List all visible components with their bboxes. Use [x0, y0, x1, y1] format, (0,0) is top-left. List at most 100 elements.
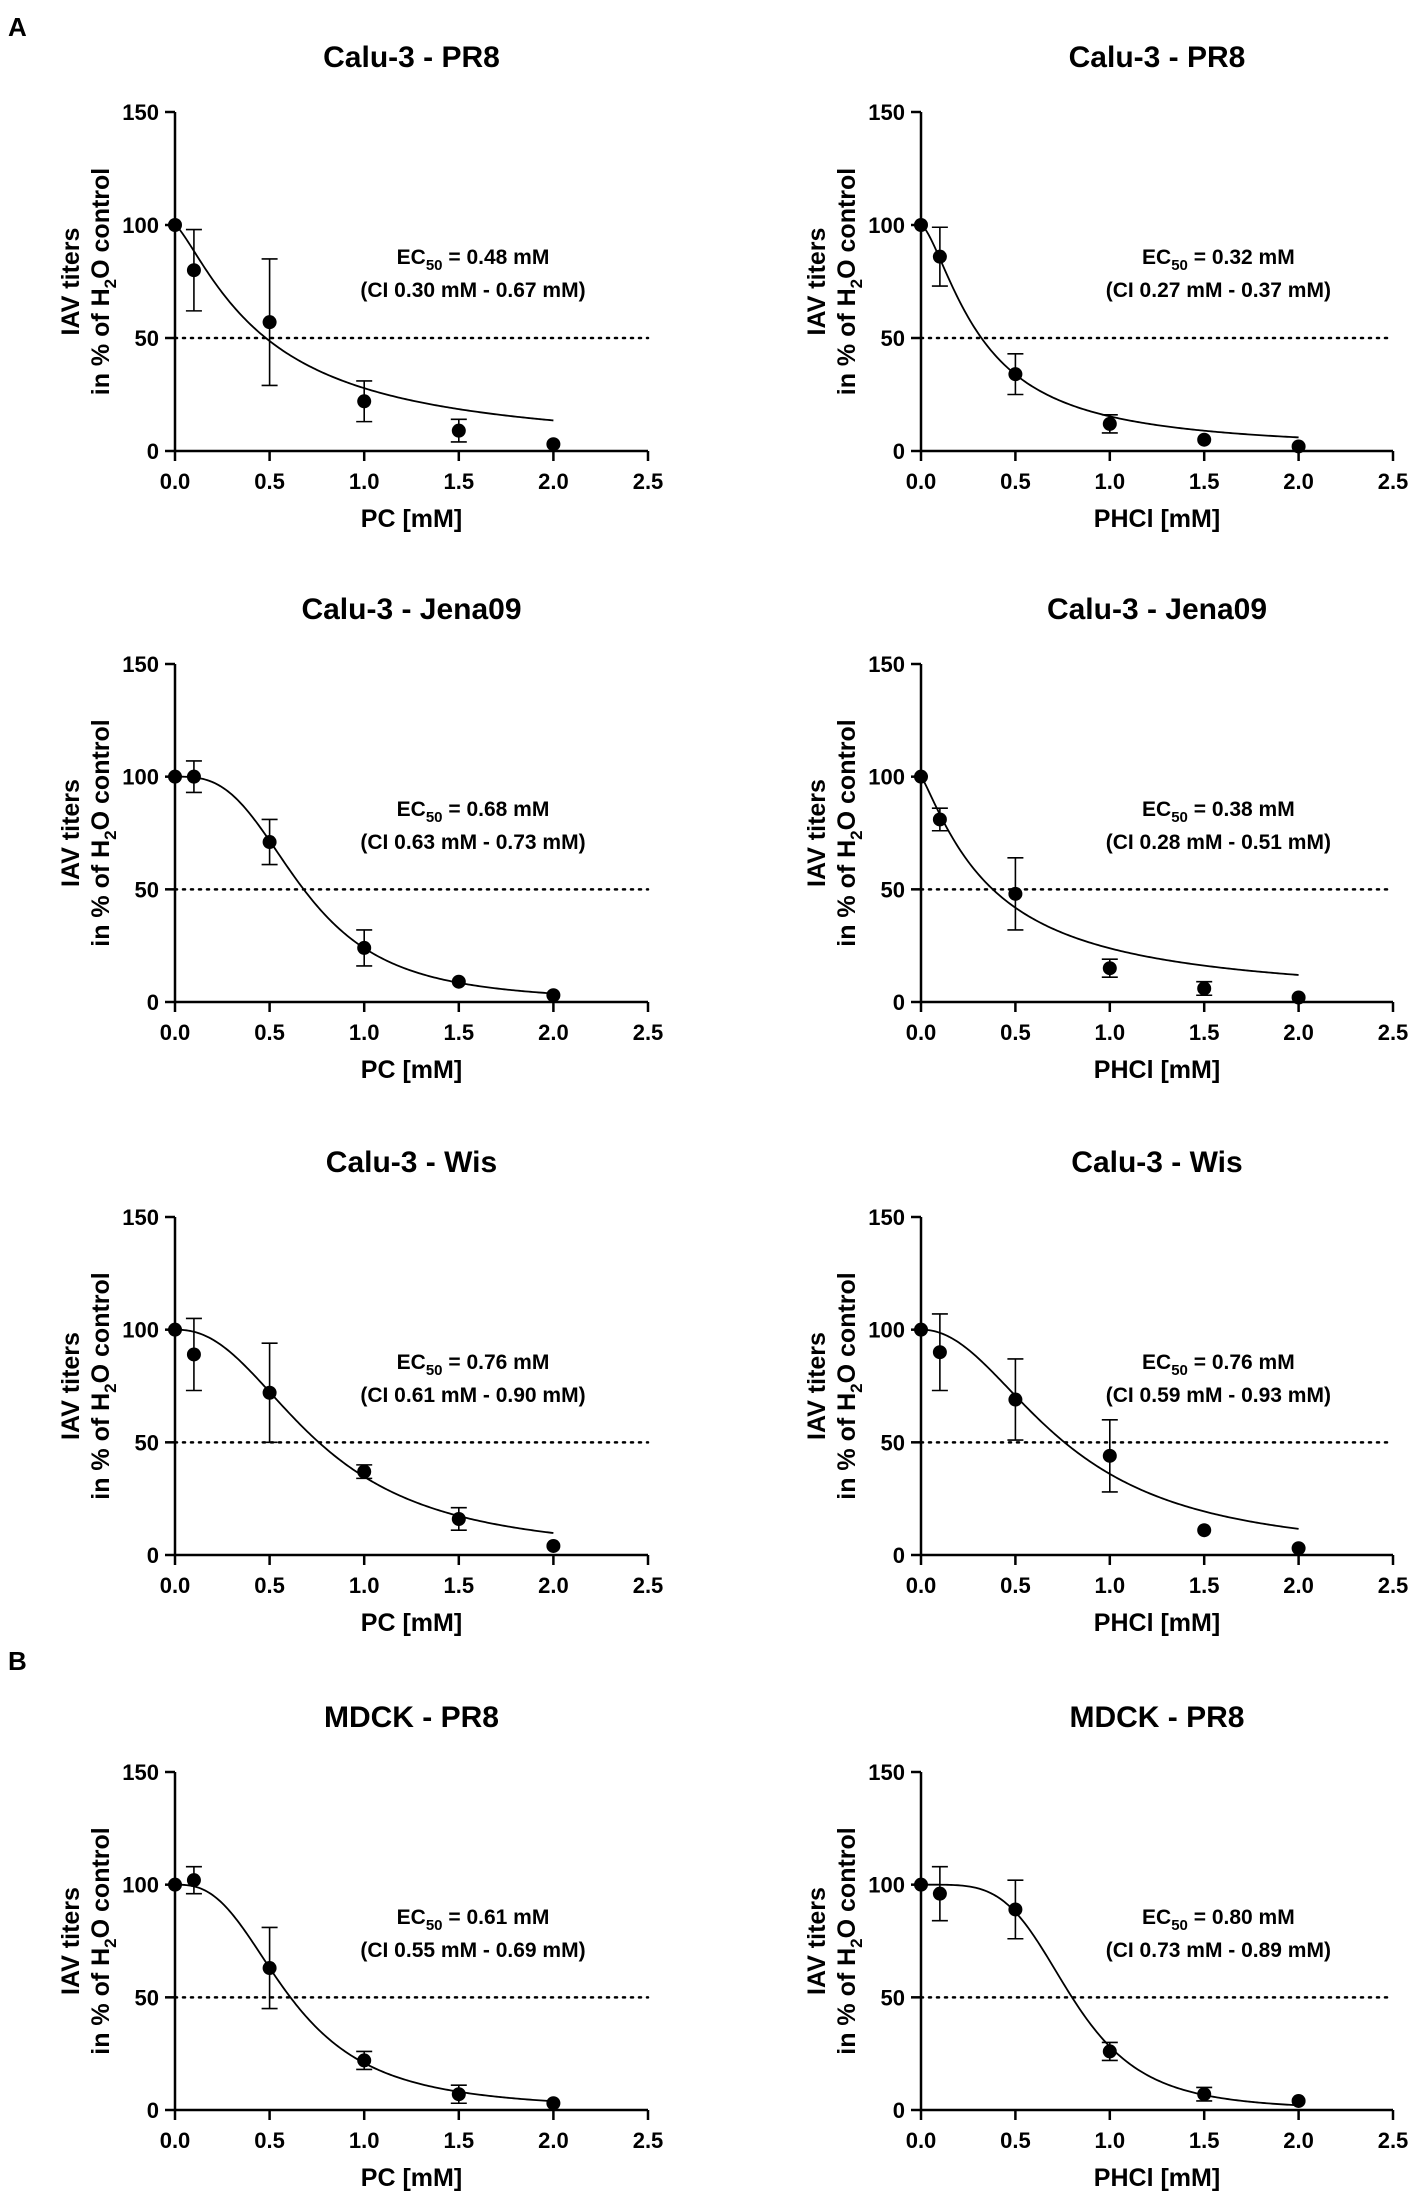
x-tick-label: 2.5 [1378, 469, 1409, 494]
x-axis-label: PHCl [mM] [1094, 1609, 1220, 1637]
y-tick-label: 150 [868, 1205, 905, 1230]
y-tick-label: 0 [893, 2098, 905, 2123]
y-tick-label: 50 [881, 1430, 905, 1455]
fit-curve [920, 776, 1299, 976]
y-axis-label-line1: IAV titers [57, 1887, 85, 1995]
data-point [186, 263, 201, 278]
x-tick-label: 0.5 [254, 1573, 285, 1598]
data-point [914, 218, 928, 232]
data-point [1197, 432, 1212, 447]
ec50-value: = 0.76 mM [443, 1351, 550, 1374]
x-tick-label: 0.0 [906, 1020, 937, 1045]
y-axis-label-prefix: in % of H [833, 1393, 861, 1500]
ec50-annotation: EC50 = 0.61 mM [397, 1906, 550, 1934]
ec50-prefix: EC [397, 1906, 426, 1929]
x-tick-label: 0.0 [160, 1020, 191, 1045]
y-axis-label-line2: in % of H2O control [87, 168, 120, 396]
y-axis-label-line1: IAV titers [803, 228, 831, 336]
data-point [932, 812, 947, 827]
x-tick-label: 1.0 [1095, 1020, 1126, 1045]
x-tick-label: 2.0 [538, 1020, 569, 1045]
x-tick-label: 1.5 [1189, 1020, 1220, 1045]
ec50-value: = 0.68 mM [443, 798, 550, 821]
data-point [451, 974, 466, 989]
y-axis-label-suffix: O control [87, 1272, 115, 1383]
chart-title: Calu-3 - Jena09 [301, 593, 521, 626]
data-point [262, 315, 277, 330]
y-tick-label: 100 [868, 765, 905, 790]
y-tick-label: 50 [881, 326, 905, 351]
x-tick-label: 2.0 [1283, 469, 1314, 494]
y-axis-label-prefix: in % of H [87, 840, 115, 947]
y-axis-label-line2: in % of H2O control [833, 719, 866, 947]
chart-title: Calu-3 - PR8 [1069, 41, 1246, 74]
x-tick-label: 1.0 [1095, 1573, 1126, 1598]
chart-8: MDCK - PR8 0 50 100 150 0.0 0.5 1.0 1.5 2.0 2.5 PHC… [803, 1701, 1408, 2192]
x-tick-label: 0.0 [160, 1573, 191, 1598]
data-point [168, 769, 182, 784]
x-tick-label: 0.5 [1000, 1020, 1031, 1045]
x-tick-label: 2.0 [1283, 1020, 1314, 1045]
x-tick-label: 0.0 [906, 2128, 937, 2153]
data-point [546, 988, 561, 1003]
x-tick-label: 0.5 [254, 1020, 285, 1045]
x-tick-label: 1.0 [1095, 2128, 1126, 2153]
ci-annotation: (CI 0.59 mM - 0.93 mM) [1106, 1384, 1331, 1407]
data-point [451, 2087, 466, 2102]
y-axis-label-prefix: in % of H [833, 1948, 861, 2055]
x-axis-label: PC [mM] [361, 2164, 462, 2192]
ec50-prefix: EC [397, 246, 426, 269]
data-point [186, 1347, 201, 1362]
x-tick-label: 1.5 [444, 1573, 475, 1598]
data-point [1291, 439, 1306, 454]
y-tick-label: 150 [122, 1205, 159, 1230]
ec50-subscript: 50 [1171, 257, 1188, 274]
y-axis-label-suffix: O control [833, 1827, 861, 1938]
y-axis-label-line1: IAV titers [57, 1332, 85, 1440]
chart-4: Calu-3 - Jena09 0 50 100 150 0.0 0.5 1.0 1.5 2.0 2… [803, 593, 1408, 1084]
chart-6: Calu-3 - Wis 0 50 100 150 0.0 0.5 1.0 1.5 2.0 2.5 P… [803, 1146, 1408, 1637]
y-tick-label: 100 [122, 213, 159, 238]
y-axis-label-prefix: in % of H [87, 288, 115, 395]
data-point [1102, 961, 1117, 976]
chart-7: MDCK - PR8 0 50 100 150 0.0 0.5 1.0 1.5 2.0 2.5 PC … [57, 1701, 663, 2192]
ec50-prefix: EC [1142, 246, 1171, 269]
y-tick-label: 50 [135, 877, 159, 902]
y-axis-label-subscript: 2 [101, 830, 120, 839]
data-point [1291, 1541, 1306, 1556]
x-tick-label: 2.5 [633, 1020, 664, 1045]
charts-grid: Calu-3 - PR8 0 50 100 150 0.0 0.5 1.0 1.5 2.0 2.5 P… [57, 41, 1408, 2192]
x-tick-label: 1.5 [1189, 1573, 1220, 1598]
data-point [932, 1345, 947, 1360]
ec50-value: = 0.48 mM [443, 246, 550, 269]
x-tick-label: 2.5 [633, 1573, 664, 1598]
data-point [932, 249, 947, 264]
data-point [262, 835, 277, 850]
ec50-value: = 0.76 mM [1188, 1351, 1295, 1374]
x-tick-label: 1.5 [1189, 469, 1220, 494]
data-point [186, 1873, 201, 1888]
y-axis-label-suffix: O control [87, 168, 115, 279]
y-axis-label-subscript: 2 [847, 1383, 866, 1392]
ec50-prefix: EC [1142, 798, 1171, 821]
chart-title: Calu-3 - Wis [326, 1146, 497, 1179]
data-point [546, 1538, 561, 1553]
chart-3: Calu-3 - Jena09 0 50 100 150 0.0 0.5 1.0 1.5 2.0 2… [57, 593, 663, 1084]
y-axis-label-line2: in % of H2O control [87, 719, 120, 947]
x-tick-label: 0.5 [1000, 2128, 1031, 2153]
x-tick-label: 0.5 [254, 469, 285, 494]
y-tick-label: 50 [881, 1985, 905, 2010]
ci-annotation: (CI 0.61 mM - 0.90 mM) [360, 1384, 585, 1407]
y-axis-label-suffix: O control [87, 719, 115, 830]
y-axis-label-suffix: O control [833, 719, 861, 830]
data-point [186, 769, 201, 784]
data-point [357, 394, 372, 409]
ci-annotation: (CI 0.55 mM - 0.69 mM) [360, 1939, 585, 1962]
data-point [168, 218, 182, 232]
x-tick-label: 2.5 [633, 469, 664, 494]
x-tick-label: 2.5 [1378, 2128, 1409, 2153]
y-axis-label-subscript: 2 [847, 1938, 866, 1947]
x-axis-label: PC [mM] [361, 1609, 462, 1637]
x-tick-label: 1.5 [444, 469, 475, 494]
